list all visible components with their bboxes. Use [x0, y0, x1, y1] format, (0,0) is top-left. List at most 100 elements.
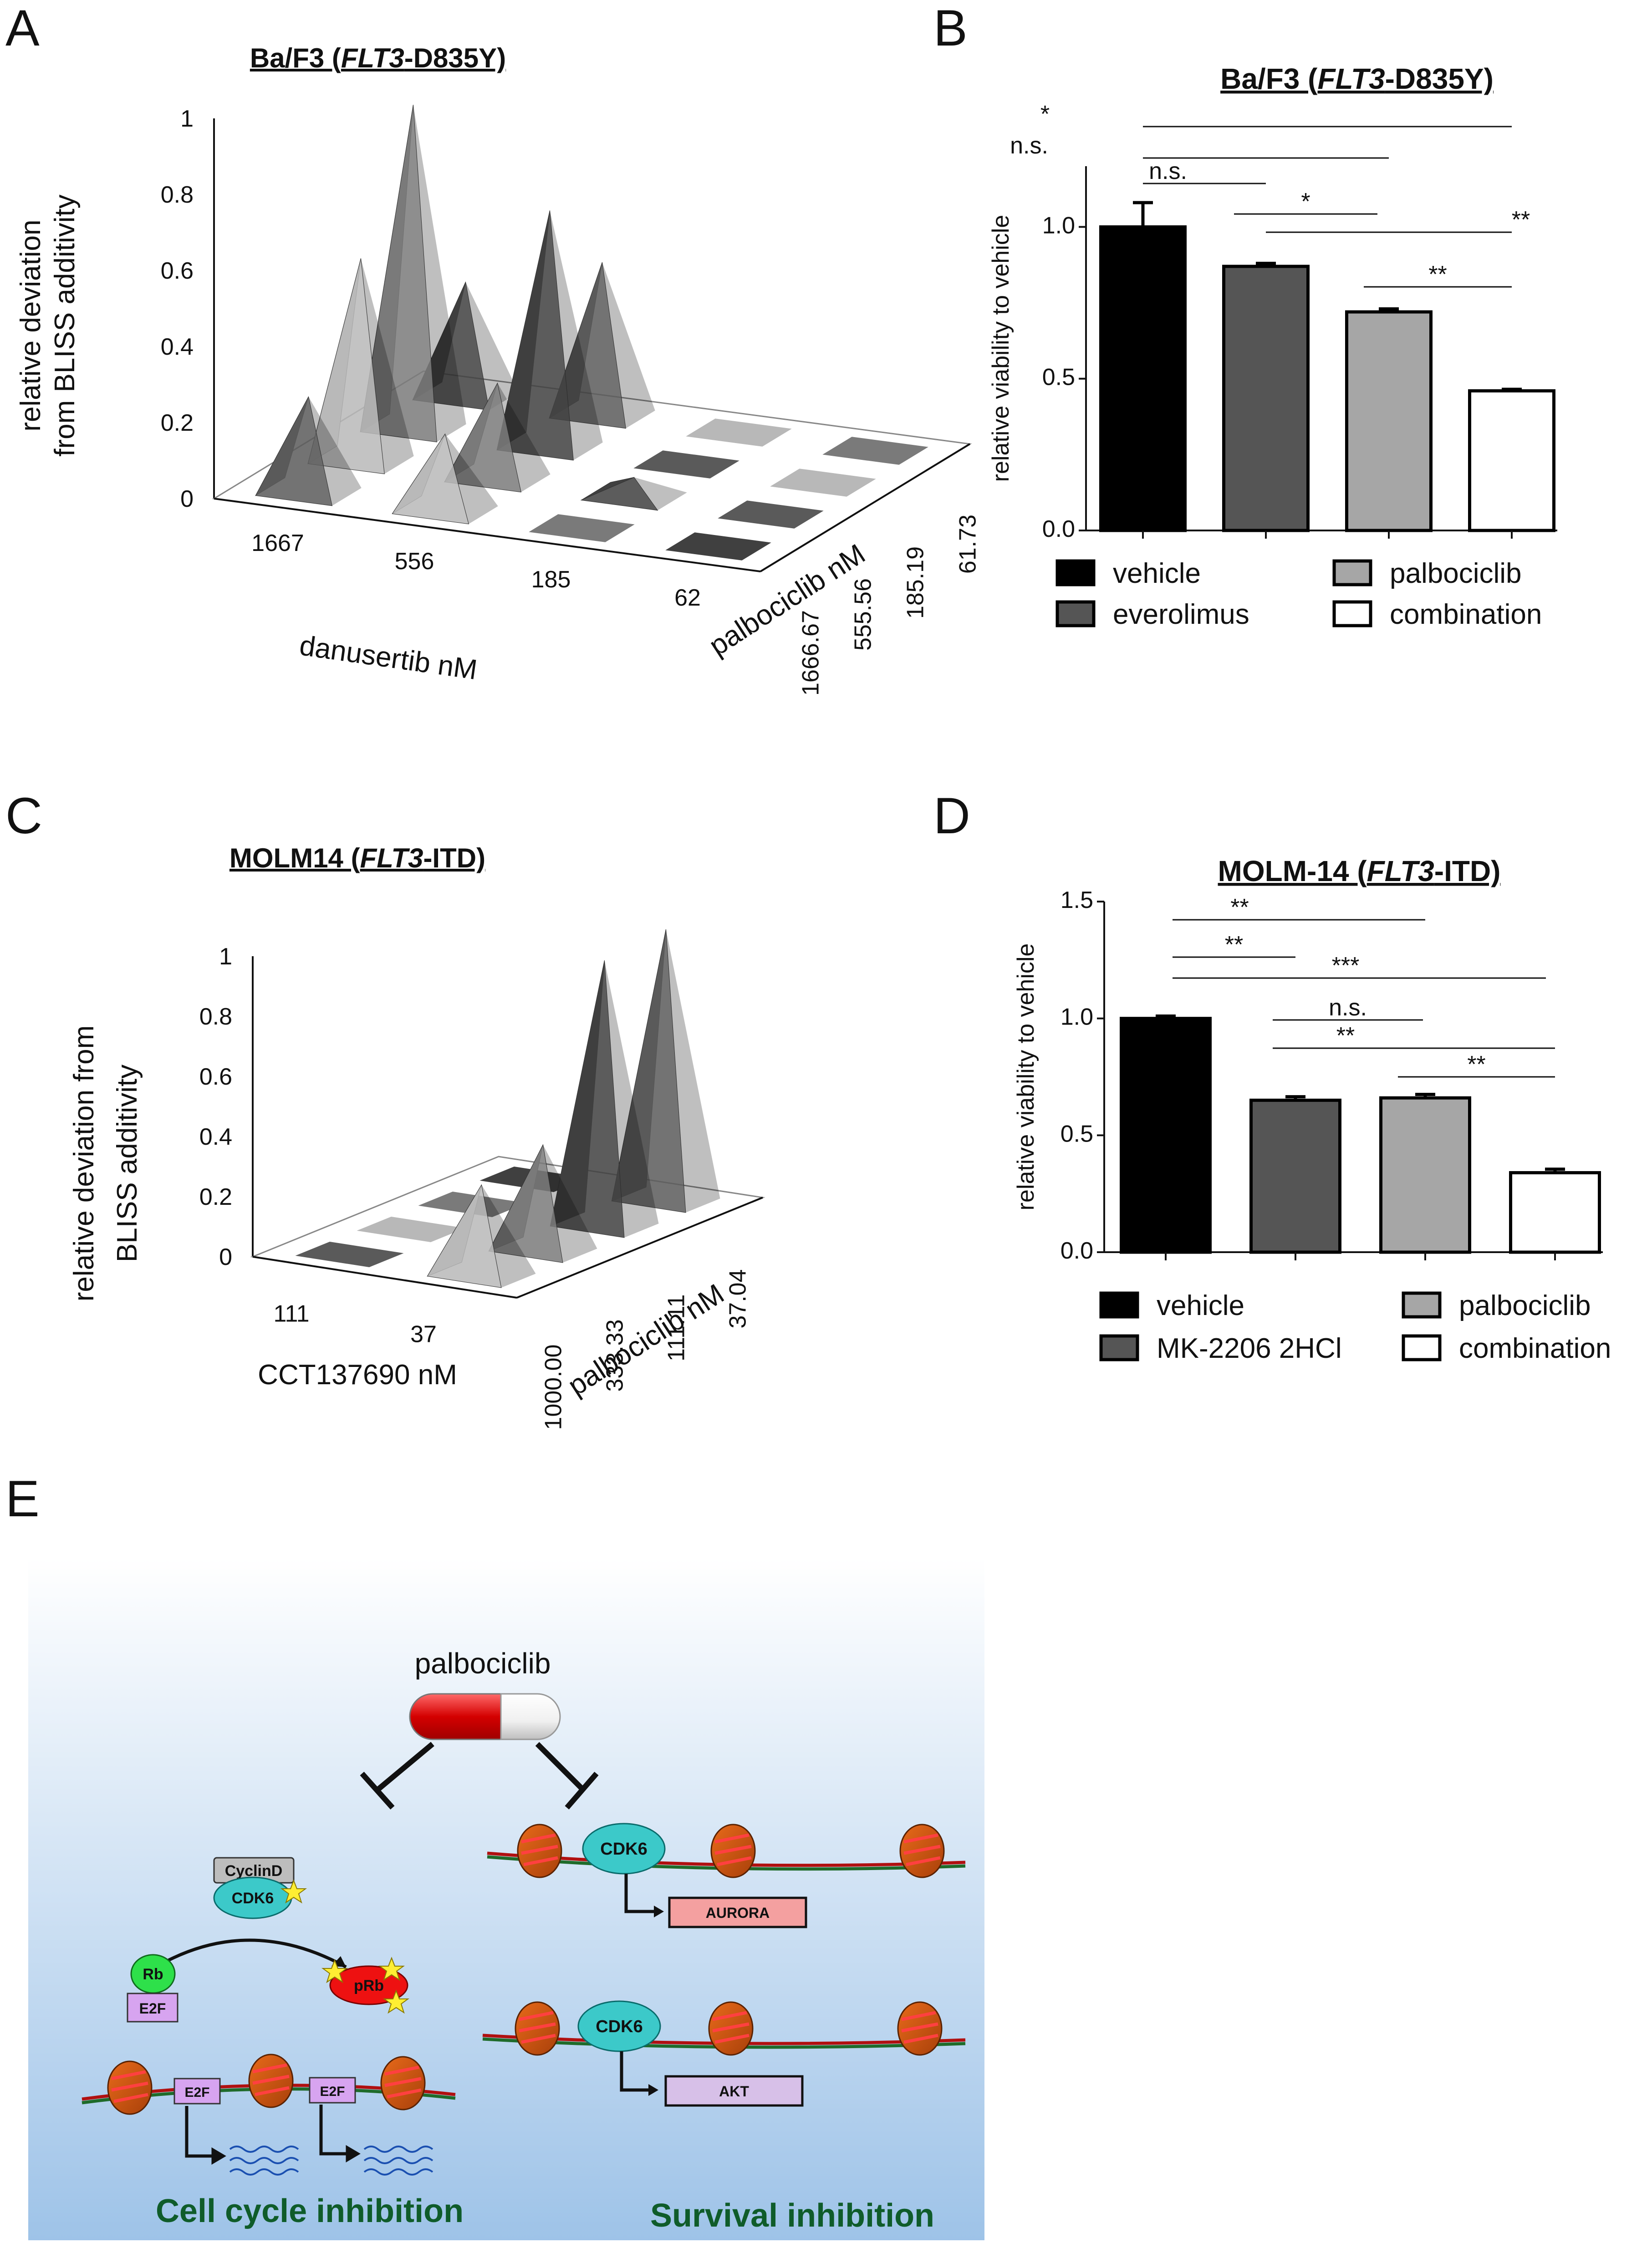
drug-label: palbociclib — [415, 1647, 551, 1680]
z-tick-label: 0.4 — [161, 334, 194, 360]
e2f-box — [173, 2078, 221, 2105]
legend-label: combination — [1459, 1333, 1611, 1364]
y-tick-label: 0.5 — [1042, 364, 1075, 391]
pyramid-111-1000.00 — [295, 1242, 404, 1267]
y-tick-label: 0.5 — [1061, 1121, 1093, 1147]
legend-swatch — [1055, 600, 1096, 627]
right-caption: Survival inhibition — [650, 2197, 934, 2234]
prb-label: pRb — [354, 1977, 384, 1994]
significance-label: n.s. — [1010, 133, 1048, 159]
pyramid-185-555.56 — [580, 477, 687, 511]
nucleosome-icon — [515, 2001, 560, 2056]
pyramid-62-61.73 — [822, 437, 928, 465]
legend-label: palbociclib — [1390, 558, 1522, 589]
y-axis-label: relative viability to vehicle — [1013, 943, 1039, 1211]
cdk6-protein — [582, 1823, 666, 1875]
z-tick-label: 0.2 — [199, 1184, 232, 1210]
x-tick-label: 111 — [273, 1301, 309, 1327]
legend-swatch — [1055, 559, 1096, 586]
pyramid-556-1666.67 — [392, 433, 498, 525]
y-tick-label: 333.33 — [602, 1320, 628, 1392]
bar-mk-2206-2hcl — [1249, 1098, 1341, 1254]
bar-palbociclib — [1379, 1096, 1471, 1254]
bar-vehicle — [1099, 225, 1187, 532]
legend-swatch — [1402, 1291, 1442, 1319]
e2f-label: E2F — [139, 2000, 166, 2017]
y-axis-label: palbociclib nM — [562, 1278, 729, 1402]
legend-label: vehicle — [1113, 558, 1201, 589]
pyramid-62-555.56 — [718, 500, 824, 529]
x-tick-label: 185 — [531, 566, 571, 593]
x-axis-label: danusertib nM — [298, 630, 479, 686]
bar-combination — [1509, 1171, 1601, 1254]
nucleosome-icon — [899, 1824, 945, 1878]
legend-label: everolimus — [1113, 599, 1249, 630]
bar-combination — [1468, 389, 1555, 532]
pyramid-1667-1666.67 — [255, 396, 362, 506]
legend-swatch — [1402, 1334, 1442, 1361]
phospho-star-icon — [378, 1957, 405, 1981]
z-tick-label: 0.4 — [199, 1124, 232, 1150]
mechanism-diagram: palbociclib CyclinD CDK6 Rb E2F pR — [28, 1557, 984, 2240]
legend-label: palbociclib — [1459, 1290, 1591, 1321]
pyramid-37-37.04 — [611, 929, 720, 1213]
chart-title: MOLM-14 (FLT3-ITD) — [1218, 855, 1501, 887]
inhibition-arrow-left — [360, 1742, 434, 1810]
cdk6-label: CDK6 — [600, 1840, 647, 1859]
legend-swatch — [1099, 1334, 1139, 1361]
z-axis-label-line2: BLISS additivity — [112, 1065, 143, 1262]
y-tick-label: 1000.00 — [540, 1345, 567, 1430]
y-tick-label: 1666.67 — [798, 610, 824, 696]
pyramid-1667-185.19 — [360, 105, 466, 443]
y-tick-label: 1.0 — [1042, 212, 1075, 239]
significance-label: ** — [1512, 207, 1530, 233]
z-tick-label: 1 — [219, 943, 232, 970]
x-axis-label: CCT137690 nM — [258, 1359, 457, 1391]
pyramid-62-1666.67 — [665, 532, 771, 561]
significance-label: * — [1301, 189, 1310, 215]
significance-label: ** — [1336, 1023, 1355, 1049]
e2f-label: E2F — [320, 2084, 345, 2099]
chart-title: MOLM14 (FLT3-ITD) — [229, 843, 485, 873]
nucleosome-icon — [710, 1824, 756, 1878]
y-tick-label: 37.04 — [725, 1269, 751, 1329]
y-axis — [516, 1197, 763, 1299]
phospho-star-icon — [280, 1879, 307, 1904]
chart-title: Ba/F3 (FLT3-D835Y) — [1220, 62, 1494, 95]
panel-letter-d: D — [933, 787, 970, 844]
nucleosome-icon — [897, 2001, 943, 2056]
bar-palbociclib — [1345, 310, 1433, 532]
legend-label: MK-2206 2HCl — [1157, 1333, 1342, 1364]
left-caption: Cell cycle inhibition — [156, 2193, 464, 2229]
pyramid-556-555.56 — [444, 382, 551, 493]
significance-label: n.s. — [1329, 994, 1367, 1021]
y-tick-label: 111.11 — [663, 1295, 690, 1361]
panel-letter-a: A — [5, 0, 40, 56]
nucleosome-icon — [380, 2056, 426, 2110]
y-tick-label: 1.0 — [1061, 1004, 1093, 1030]
cdk6-protein — [577, 2000, 661, 2052]
x-tick-label: 37 — [410, 1321, 437, 1348]
y-tick-label: 555.56 — [850, 578, 877, 651]
cdk6-complex-label: CDK6 — [232, 1890, 274, 1907]
significance-label: *** — [1332, 953, 1360, 979]
y-tick-label: 61.73 — [955, 515, 981, 574]
z-tick-label: 0.6 — [199, 1064, 232, 1090]
e2f-box — [127, 1993, 178, 2023]
z-tick-label: 1 — [180, 106, 194, 132]
e2f-label: E2F — [184, 2085, 209, 2100]
pyramid-37-333.33 — [488, 1144, 597, 1263]
z-tick-label: 0.2 — [161, 410, 194, 436]
z-tick-label: 0.8 — [199, 1004, 232, 1030]
y-tick-label: 1.5 — [1061, 887, 1093, 913]
nucleosome-icon — [107, 2060, 153, 2115]
z-axis-label-line1: relative deviation — [15, 219, 46, 431]
akt-label: AKT — [719, 2083, 749, 2100]
x-tick-label: 62 — [674, 585, 701, 611]
cdk6-label: CDK6 — [596, 2017, 642, 2036]
legend-label: combination — [1390, 599, 1542, 630]
rb-label: Rb — [143, 1966, 163, 1983]
pyramid-185-185.19 — [633, 450, 739, 479]
significance-label: ** — [1428, 261, 1447, 288]
inhibition-arrow-right — [535, 1742, 599, 1810]
